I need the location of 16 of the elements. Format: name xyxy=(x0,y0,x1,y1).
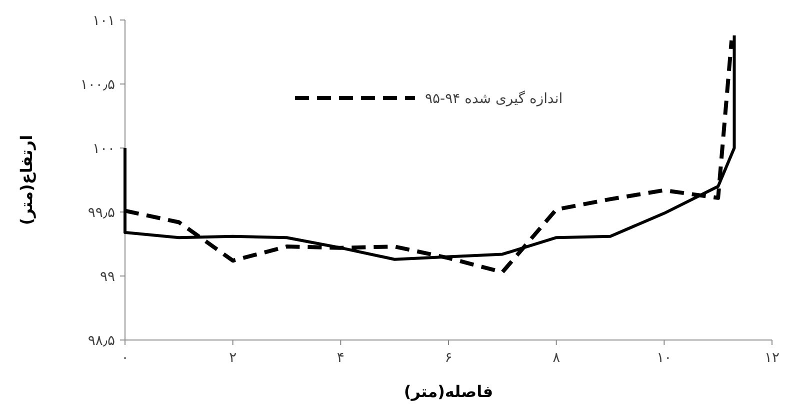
x-tick-label: ۰ xyxy=(121,350,129,366)
y-tick-label: ۹۸٫۵ xyxy=(88,333,115,349)
y-tick-label: ۱۰۰ xyxy=(92,141,115,157)
x-axis-title: فاصله(متر) xyxy=(404,382,494,401)
x-tick-label: ۱۲ xyxy=(764,350,780,366)
x-tick-label: ۱۰ xyxy=(656,350,672,366)
y-tick-label: ۱۰۱ xyxy=(92,13,115,29)
x-tick-label: ۴ xyxy=(336,350,344,366)
x-tick-label: ۲ xyxy=(229,350,237,366)
y-tick-label: ۹۹٫۵ xyxy=(88,205,115,221)
x-tick-label: ۸ xyxy=(552,350,561,366)
y-axis-title: ارتفاع(متر) xyxy=(17,134,36,226)
x-tick-label: ۶ xyxy=(444,350,452,366)
y-tick-label: ۹۹ xyxy=(100,269,115,285)
y-tick-label: ۱۰۰٫۵ xyxy=(80,77,115,93)
text: اندازه گیری شده ۹۴-۹۵ xyxy=(425,90,563,107)
